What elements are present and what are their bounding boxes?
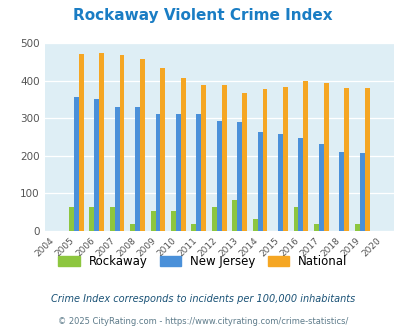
Legend: Rockaway, New Jersey, National: Rockaway, New Jersey, National xyxy=(53,250,352,273)
Bar xyxy=(293,207,298,231)
Bar xyxy=(89,207,94,231)
Bar xyxy=(323,83,328,231)
Bar xyxy=(201,85,206,231)
Bar xyxy=(211,207,216,231)
Bar xyxy=(277,134,282,231)
Bar xyxy=(160,69,165,231)
Bar xyxy=(252,218,257,231)
Bar xyxy=(241,92,246,231)
Text: © 2025 CityRating.com - https://www.cityrating.com/crime-statistics/: © 2025 CityRating.com - https://www.city… xyxy=(58,317,347,326)
Bar xyxy=(69,207,74,231)
Bar xyxy=(343,88,348,231)
Bar xyxy=(339,151,343,231)
Bar xyxy=(171,212,175,231)
Bar xyxy=(354,224,359,231)
Bar xyxy=(74,97,79,231)
Bar xyxy=(196,115,201,231)
Bar xyxy=(150,212,155,231)
Bar xyxy=(140,59,145,231)
Text: Crime Index corresponds to incidents per 100,000 inhabitants: Crime Index corresponds to incidents per… xyxy=(51,294,354,304)
Bar xyxy=(191,224,196,231)
Bar xyxy=(94,99,99,231)
Bar xyxy=(115,107,119,231)
Text: Rockaway Violent Crime Index: Rockaway Violent Crime Index xyxy=(73,8,332,23)
Bar xyxy=(180,78,185,231)
Bar xyxy=(237,122,241,231)
Bar xyxy=(359,153,364,231)
Bar xyxy=(364,88,369,231)
Bar xyxy=(318,144,323,231)
Bar xyxy=(79,54,83,231)
Bar xyxy=(298,138,303,231)
Bar xyxy=(109,207,115,231)
Bar xyxy=(175,115,180,231)
Bar xyxy=(216,121,221,231)
Bar xyxy=(257,132,262,231)
Bar xyxy=(282,86,287,231)
Bar xyxy=(313,224,318,231)
Bar xyxy=(232,200,237,231)
Bar xyxy=(221,85,226,231)
Bar xyxy=(130,224,135,231)
Bar xyxy=(119,55,124,231)
Bar xyxy=(155,114,160,231)
Bar xyxy=(262,89,267,231)
Bar xyxy=(99,53,104,231)
Bar xyxy=(303,81,307,231)
Bar xyxy=(135,107,140,231)
